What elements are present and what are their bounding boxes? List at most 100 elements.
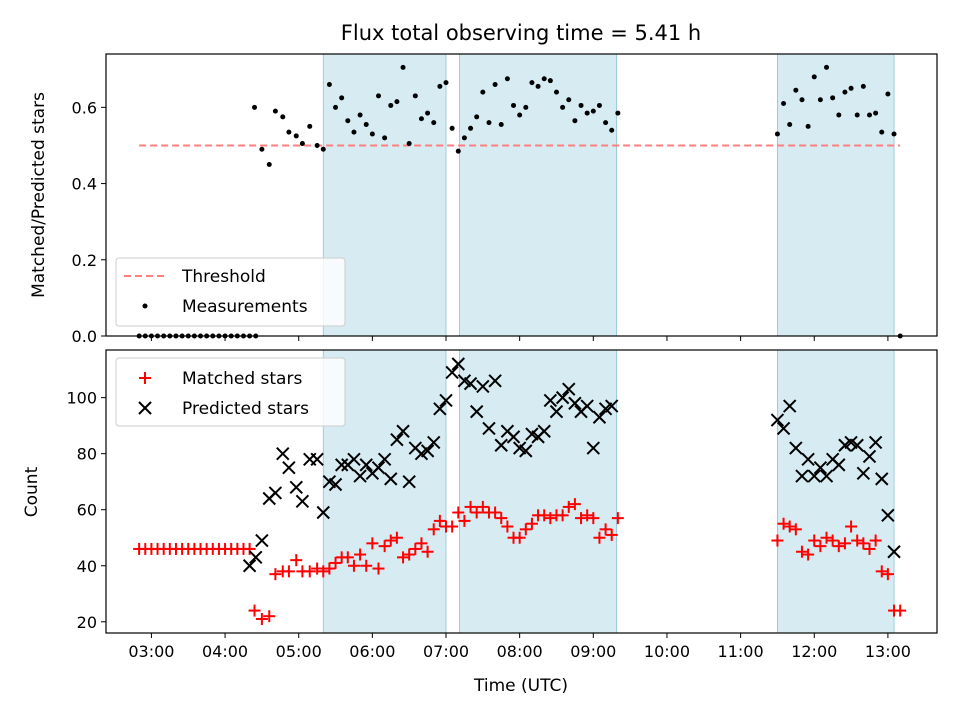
measurement-point: [307, 123, 313, 129]
predicted-star-point: [580, 399, 594, 413]
matched-star-point: [838, 537, 851, 550]
measurement-point: [333, 104, 339, 110]
predicted-star-point: [562, 382, 576, 396]
matched-star-point: [390, 531, 403, 544]
measurement-point: [885, 91, 891, 97]
matched-star-point: [397, 551, 410, 564]
y-tick-label: 40: [77, 557, 97, 576]
predicted-star-point: [568, 396, 582, 410]
y-tick-label: 20: [77, 613, 97, 632]
measurement-point: [596, 102, 602, 108]
measurement-point: [299, 141, 305, 147]
measurement-point: [449, 125, 455, 131]
predicted-star-point: [782, 399, 797, 413]
bottom-legend: Matched stars Predicted stars: [115, 357, 346, 427]
predicted-star-point: [832, 458, 846, 472]
x-tick-label: 04:00: [202, 642, 248, 661]
measurement-point: [437, 83, 443, 89]
y-tick-label: 0.2: [72, 251, 97, 270]
matched-star-point: [311, 562, 324, 575]
matched-star-point: [263, 610, 276, 623]
matched-star-point: [452, 506, 465, 519]
predicted-star-point: [255, 533, 269, 548]
matched-star-point: [464, 500, 477, 513]
matched-star-point: [826, 534, 839, 547]
measurement-point: [455, 148, 461, 154]
measurement-point: [351, 129, 357, 135]
y-tick-label: 80: [77, 445, 97, 464]
x-tick-label: 09:00: [570, 642, 616, 661]
y-tick-label: 0.4: [72, 175, 97, 194]
predicted-star-point: [519, 444, 533, 458]
predicted-star-point: [801, 452, 815, 466]
measurement-point: [266, 162, 272, 168]
predicted-star-point: [770, 413, 785, 427]
matched-star-point: [562, 500, 575, 513]
predicted-star-point: [856, 466, 871, 480]
top-legend: Threshold Measurements: [115, 257, 346, 327]
measurement-point: [590, 108, 596, 114]
predicted-star-point: [463, 376, 478, 391]
predicted-star-point: [592, 410, 607, 424]
matched-star-point: [519, 523, 532, 536]
measurement-point: [252, 104, 258, 110]
predicted-star-point: [451, 357, 465, 371]
measurement-point: [461, 135, 467, 141]
predicted-star-point: [807, 469, 821, 483]
measurement-point: [787, 122, 793, 127]
measurement-point: [523, 104, 529, 110]
predicted-star-point: [242, 559, 257, 573]
y-tick-label: 100: [66, 389, 97, 408]
measurement-point: [320, 146, 326, 152]
predicted-star-point: [506, 430, 521, 444]
predicted-star-point: [555, 390, 570, 405]
matched-star-point: [771, 534, 784, 547]
matched-star-point: [802, 548, 815, 561]
measurement-point: [443, 80, 449, 86]
matched-star-point: [525, 517, 538, 530]
matched-star-point: [863, 542, 876, 555]
matched-star-point: [347, 559, 360, 572]
predicted-star-point: [282, 460, 296, 475]
x-tick-label: 03:00: [128, 642, 174, 661]
measurement-point: [314, 142, 320, 148]
measurement-point: [280, 114, 286, 120]
measurement-point: [339, 95, 345, 101]
observing-window: [459, 349, 618, 634]
matched-star-point: [446, 520, 459, 533]
measurement-point: [891, 131, 897, 137]
top-ylabel: Matched/Predicted stars: [29, 92, 49, 298]
measurement-point: [541, 76, 547, 82]
measurement-point: [498, 122, 504, 127]
top-panel: 0.0 0.2 0.4 0.6 Matched/Predicted stars Thr…: [29, 53, 938, 346]
predicted-star-point: [789, 441, 803, 455]
predicted-star-point: [881, 508, 895, 523]
measurement-point: [272, 108, 278, 114]
predicted-star-point: [813, 460, 828, 475]
matched-star-point: [869, 534, 882, 547]
measurement-point: [431, 120, 437, 126]
predicted-star-point: [249, 550, 263, 565]
measurement-point: [817, 97, 823, 103]
measurement-point: [480, 89, 486, 95]
predicted-star-point: [795, 469, 809, 483]
matched-star-point: [243, 542, 256, 555]
matched-star-point: [433, 514, 446, 527]
y-tick-label: 0.6: [72, 98, 97, 117]
legend-matched-swatch: [139, 372, 151, 384]
y-tick-label: 60: [77, 501, 97, 520]
observing-window: [777, 349, 895, 634]
measurement-point: [382, 135, 388, 141]
predicted-star-point: [433, 402, 447, 416]
predicted-star-point: [445, 365, 459, 380]
measurement-point: [425, 110, 431, 116]
matched-star-point: [372, 562, 385, 575]
x-tick-label: 07:00: [423, 642, 469, 661]
measurement-point: [578, 102, 584, 108]
matched-star-point: [495, 512, 508, 525]
y-tick-label: 0.0: [72, 327, 97, 346]
measurement-point: [547, 78, 553, 84]
measurement-point: [572, 118, 578, 124]
predicted-star-point: [402, 474, 416, 489]
matched-star-point: [894, 604, 907, 617]
